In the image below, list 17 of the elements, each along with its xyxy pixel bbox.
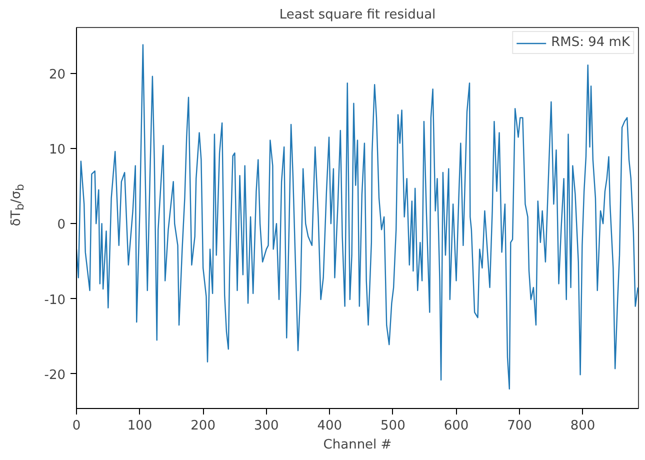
x-tick-label: 300 (254, 418, 279, 434)
x-tick-label: 400 (317, 418, 342, 434)
x-tick-label: 700 (507, 418, 532, 434)
x-tick-label: 600 (444, 418, 469, 434)
y-tick-label: -20 (44, 368, 66, 383)
y-tick-label: 20 (48, 67, 66, 82)
y-tick-label: 10 (48, 142, 66, 158)
x-tick-label: 0 (72, 418, 81, 434)
x-tick-label: 800 (570, 418, 596, 434)
chart-title: Least square fit residual (279, 8, 436, 22)
x-tick-label: 100 (127, 418, 152, 434)
x-axis-title: Channel # (323, 438, 392, 452)
y-tick-label: -10 (44, 292, 66, 308)
legend-label: RMS: 94 mK (551, 35, 630, 50)
y-tick-label: 0 (57, 218, 66, 233)
x-tick-label: 500 (380, 418, 406, 434)
x-tick-label: 200 (190, 418, 216, 434)
